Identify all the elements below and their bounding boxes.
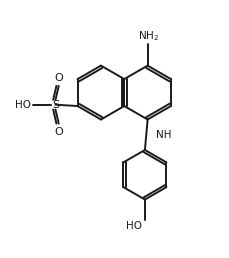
Text: NH: NH xyxy=(155,130,170,140)
Text: O: O xyxy=(54,127,63,137)
Text: NH$_2$: NH$_2$ xyxy=(137,29,158,43)
Text: S: S xyxy=(52,100,59,110)
Text: HO: HO xyxy=(15,100,31,110)
Text: O: O xyxy=(54,72,63,83)
Text: HO: HO xyxy=(125,221,141,231)
